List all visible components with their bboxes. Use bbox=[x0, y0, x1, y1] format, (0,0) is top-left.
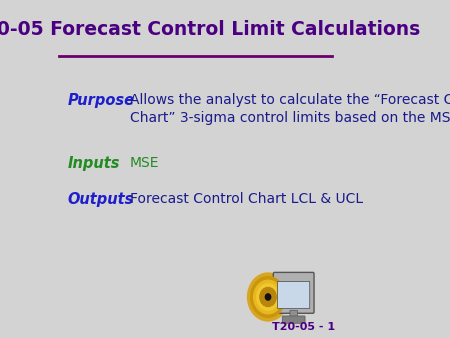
Circle shape bbox=[263, 291, 273, 303]
Circle shape bbox=[254, 280, 283, 314]
Text: T20-05 Forecast Control Limit Calculations: T20-05 Forecast Control Limit Calculatio… bbox=[0, 20, 420, 39]
FancyBboxPatch shape bbox=[282, 316, 305, 323]
Text: Purpose: Purpose bbox=[67, 93, 134, 107]
Text: T20-05 - 1: T20-05 - 1 bbox=[272, 322, 335, 332]
Circle shape bbox=[251, 276, 285, 317]
FancyBboxPatch shape bbox=[290, 310, 297, 318]
Circle shape bbox=[266, 294, 271, 300]
Text: Outputs: Outputs bbox=[67, 192, 134, 207]
Text: Allows the analyst to calculate the “Forecast Control
Chart” 3-sigma control lim: Allows the analyst to calculate the “For… bbox=[130, 93, 450, 125]
Circle shape bbox=[260, 287, 276, 307]
Circle shape bbox=[257, 284, 279, 310]
Circle shape bbox=[248, 273, 288, 321]
FancyBboxPatch shape bbox=[278, 281, 310, 309]
Circle shape bbox=[260, 288, 276, 306]
Text: Inputs: Inputs bbox=[67, 156, 120, 171]
Text: Forecast Control Chart LCL & UCL: Forecast Control Chart LCL & UCL bbox=[130, 192, 363, 206]
Text: MSE: MSE bbox=[130, 156, 159, 170]
FancyBboxPatch shape bbox=[273, 272, 314, 313]
